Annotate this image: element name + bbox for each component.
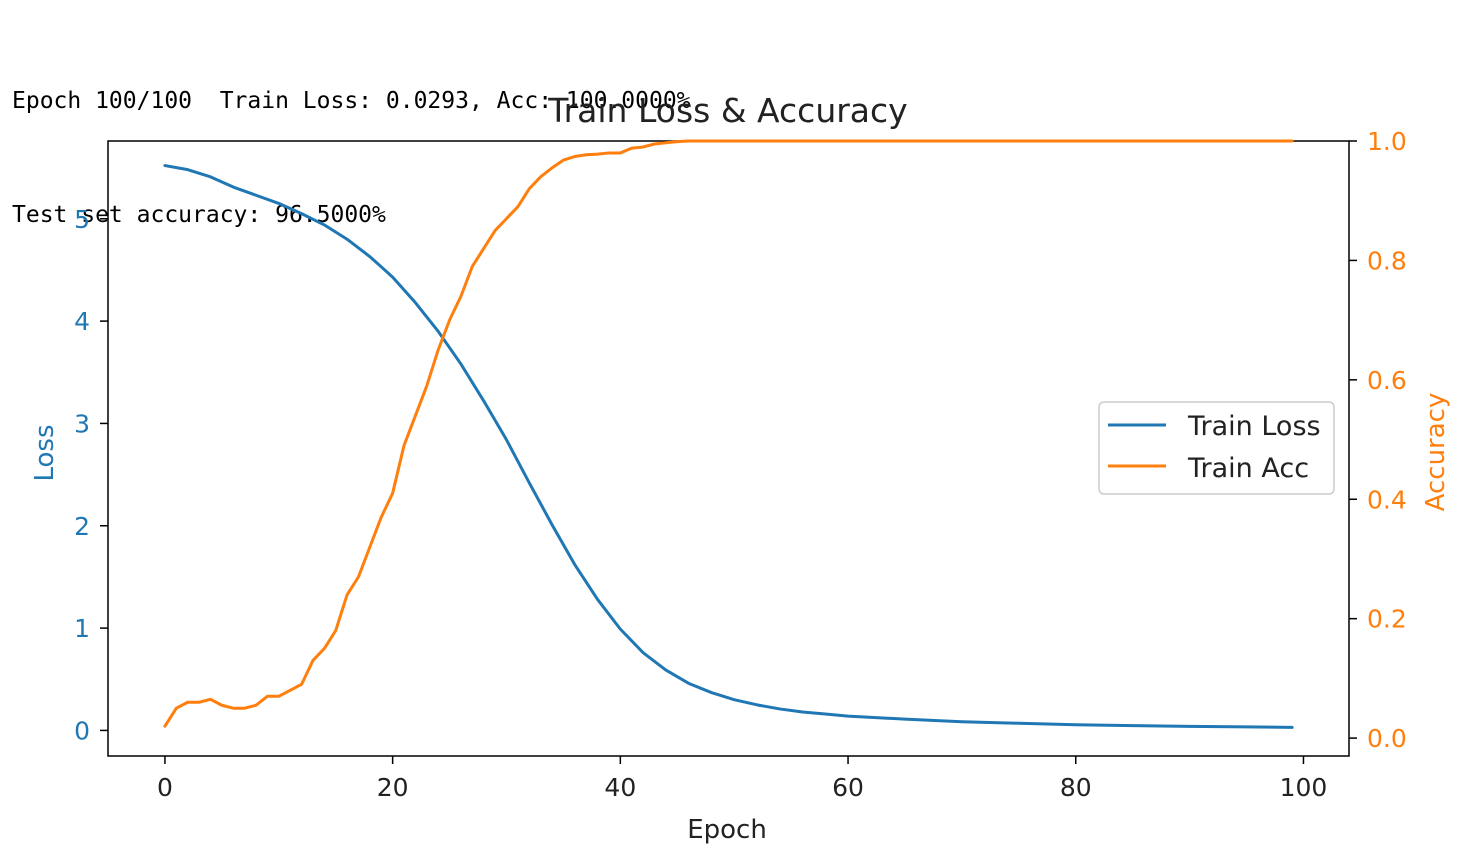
x-axis-label: Epoch (687, 815, 767, 845)
legend-label-train-acc: Train Acc (1187, 453, 1309, 484)
plot-area: 0 20 40 60 80 100 0 1 2 3 4 5 0.0 0.2 0.4 0.6 0.8 1.0 (74, 127, 1407, 802)
legend-label-train-loss: Train Loss (1187, 411, 1321, 442)
legend: Train Loss Train Acc (1098, 401, 1335, 495)
y-left-tick-label: 1 (74, 614, 90, 643)
y-left-tick-label: 5 (74, 205, 90, 234)
x-tick-label: 100 (1280, 773, 1328, 802)
series-line-train-acc (163, 139, 1294, 728)
y-axis-left-label: Loss (30, 424, 60, 481)
training-log-line: Epoch 100/100 Train Loss: 0.0293, Acc: 1… (12, 88, 691, 114)
cell-output: Epoch 100/100 Train Loss: 0.0293, Acc: 1… (12, 6, 691, 272)
y-right-tick-label: 0.4 (1367, 485, 1407, 514)
y-right-tick-label: 0.2 (1367, 605, 1407, 634)
y-left-tick-label: 3 (74, 409, 90, 438)
y-right-tick-label: 0.8 (1367, 246, 1407, 275)
test-accuracy-line: Test set accuracy: 96.5000% (12, 202, 386, 228)
y-right-tick-label: 0.0 (1367, 724, 1407, 753)
x-tick-label: 0 (157, 773, 173, 802)
chart-title: Train Loss & Accuracy (547, 91, 907, 130)
x-tick-label: 40 (604, 773, 636, 802)
y-left-tick-label: 0 (74, 716, 90, 745)
y-right-tick-label: 1.0 (1367, 127, 1407, 156)
x-tick-label: 20 (377, 773, 409, 802)
y-left-tick-label: 4 (74, 307, 90, 336)
y-axis-right-label: Accuracy (1421, 393, 1451, 512)
y-right-tick-label: 0.6 (1367, 366, 1407, 395)
series-line-train-loss (163, 164, 1294, 729)
x-tick-label: 80 (1060, 773, 1092, 802)
y-left-tick-label: 2 (74, 512, 90, 541)
x-tick-label: 60 (832, 773, 864, 802)
